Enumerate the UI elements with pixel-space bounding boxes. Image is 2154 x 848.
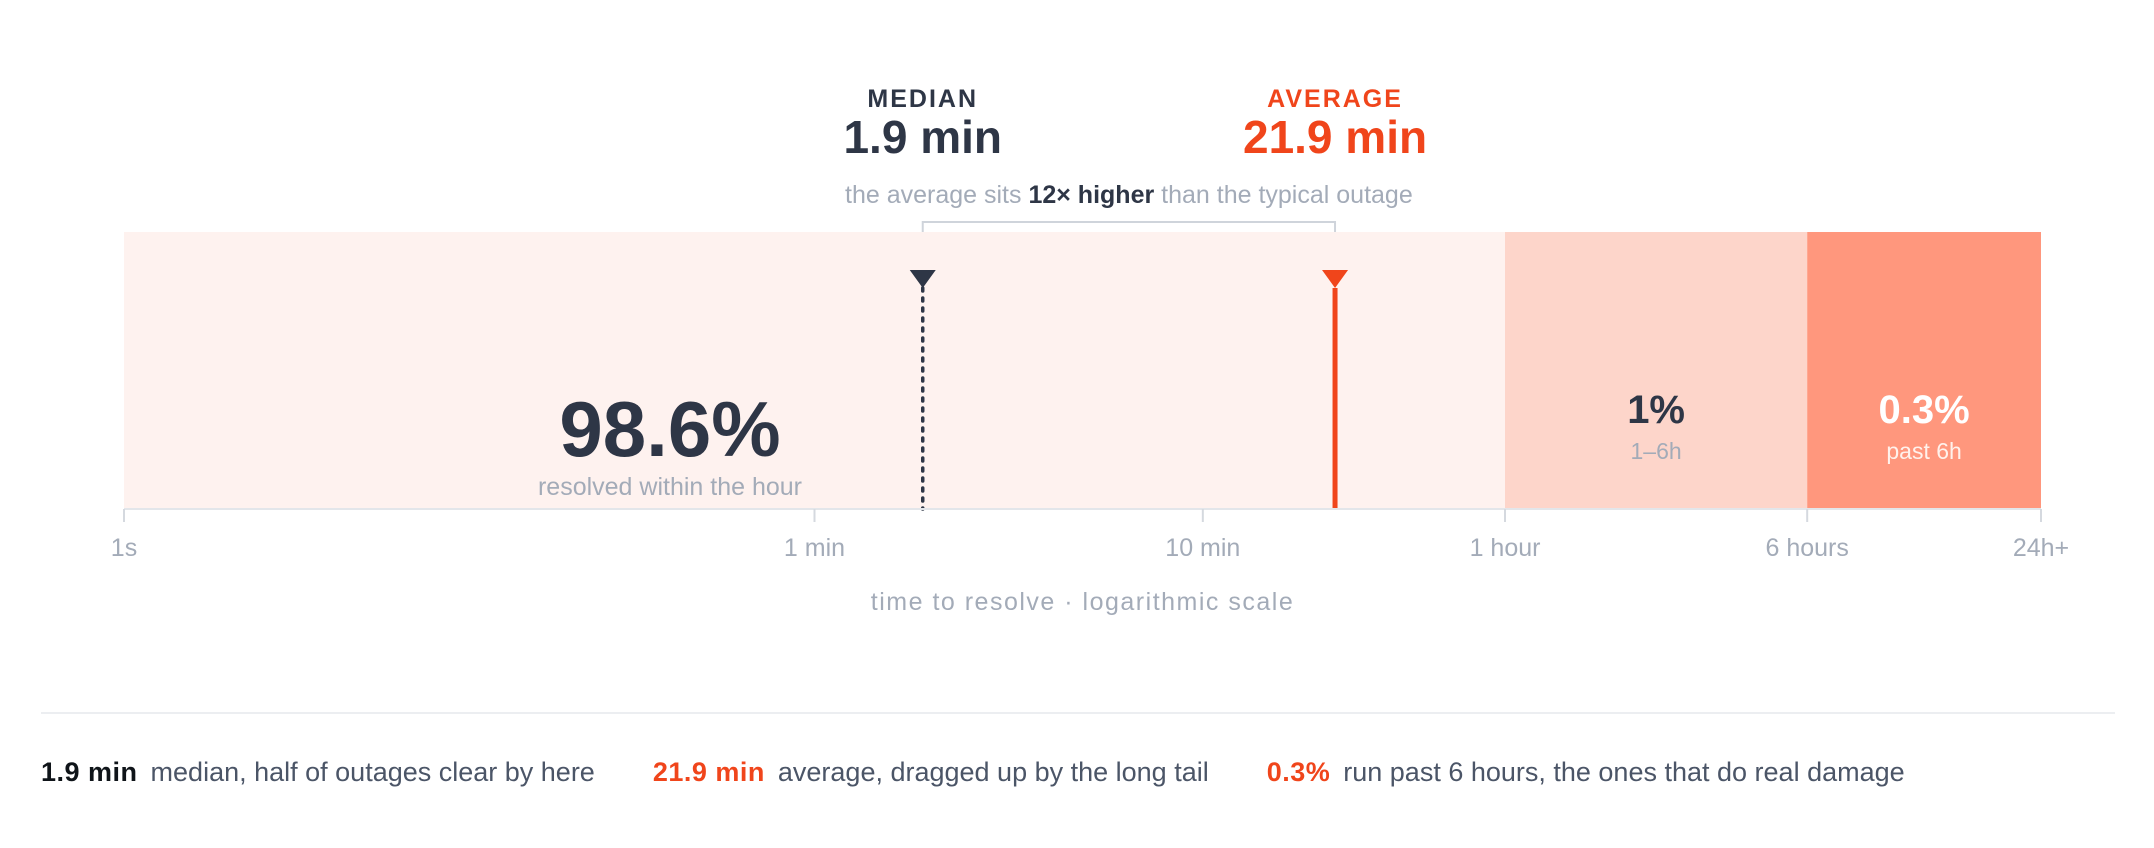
segment-labels-layer: 98.6%resolved within the hour 1% 1–6h 0.3% p… [538,385,1970,501]
markers-layer [909,270,1349,511]
segment-0-percent: 98.6% [559,385,780,473]
tick-label-3: 1 hour [1470,534,1541,562]
segment-0-label: resolved within the hour [538,473,802,501]
x-axis-title: time to resolve · logarithmic scale [871,588,1294,616]
ratio-note: the average sits 12× higher than the typ… [845,181,1413,209]
segment-2-percent: 0.3% [1879,388,1970,432]
segment-2-label: past 6h [1886,438,1961,464]
legend-item-tail: 0.3% run past 6 hours, the ones that do … [1267,757,1905,788]
legend-item-average: 21.9 min average, dragged up by the long… [653,757,1209,788]
legend-median-text: median, half of outages clear by here [150,757,595,787]
median-value: 1.9 min [843,111,1002,163]
ratio-note-emphasis: 12× higher [1028,181,1154,209]
legend-average-value: 21.9 min [652,757,765,787]
tick-label-5: 24h+ [2013,534,2069,562]
tick-label-4: 6 hours [1766,534,1849,562]
segment-1-label: 1–6h [1631,438,1682,464]
tick-label-0: 1s [111,534,137,562]
legend-tail-value: 0.3% [1266,757,1331,787]
tick-label-1: 1 min [784,534,845,562]
ratio-note-suffix: than the typical outage [1154,181,1413,209]
average-label: AVERAGE [1267,85,1403,113]
median-label: MEDIAN [867,85,978,113]
segment-2 [1807,232,2041,509]
segment-0 [124,232,1506,509]
legend-item-median: 1.9 min median, half of outages clear by… [41,757,595,788]
average-marker-head [1322,270,1349,288]
median-marker-head [909,270,936,288]
segment-1 [1505,232,1808,509]
section-divider [41,712,2115,714]
legend-tail-text: run past 6 hours, the ones that do real … [1343,757,1905,787]
ratio-note-prefix: the average sits [845,181,1028,209]
average-value: 21.9 min [1243,111,1427,163]
segments-layer [124,232,2041,509]
legend-median-value: 1.9 min [41,757,138,787]
ratio-bracket [921,221,1337,240]
legend-average-text: average, dragged up by the long tail [777,757,1209,787]
x-axis-ticks: 1s 1 min 10 min 1 hour 6 hours 24h+ [111,509,2069,562]
tick-label-2: 10 min [1165,534,1240,562]
legend: 1.9 min median, half of outages clear by… [41,757,2121,788]
segment-1-percent: 1% [1627,388,1685,432]
